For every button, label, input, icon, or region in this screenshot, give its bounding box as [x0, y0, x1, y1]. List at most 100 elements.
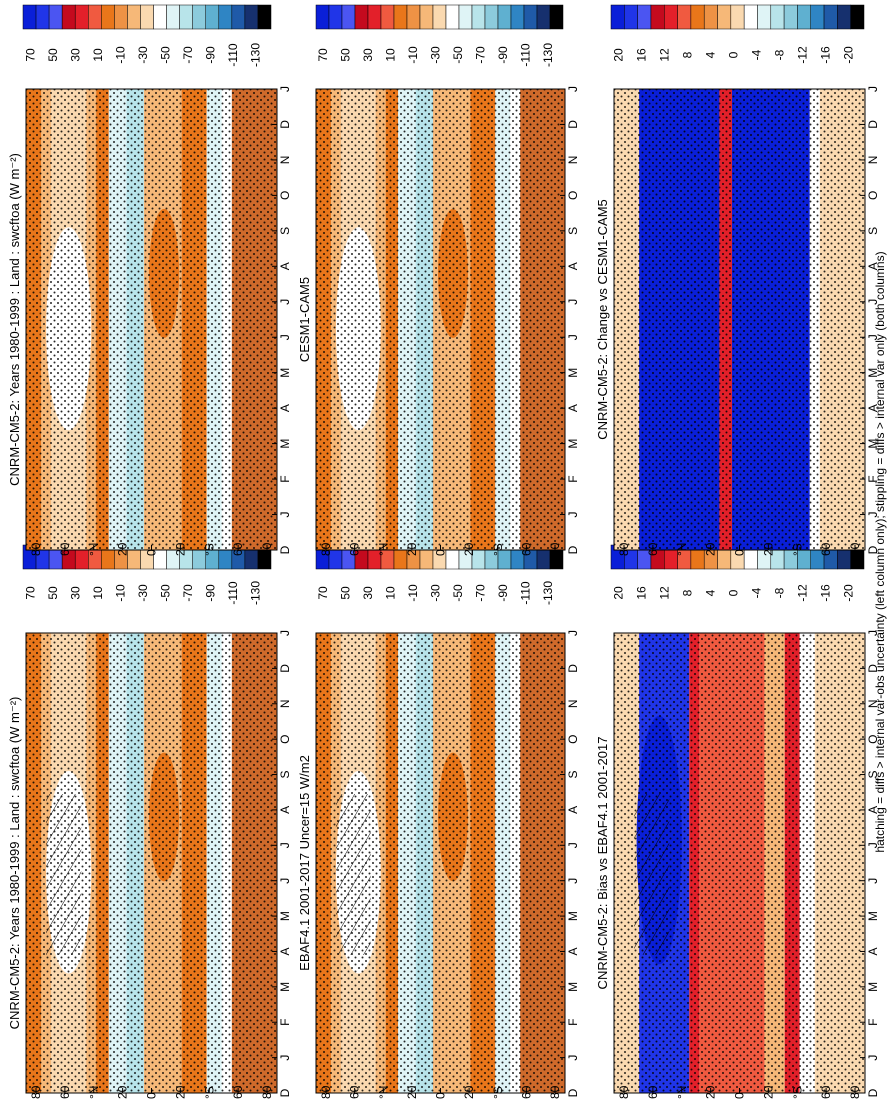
month-tick-label: F — [866, 1019, 880, 1026]
month-tick-label: O — [866, 191, 880, 200]
lat-tick-label: 80 — [848, 542, 862, 556]
colorbar-swatch — [690, 4, 705, 30]
month-tick-label: J — [278, 630, 292, 636]
month-tick-label: J — [278, 842, 292, 848]
lat-tick-label: 80 — [29, 542, 43, 556]
colorbar-label: 50 — [46, 48, 60, 62]
lat-tick-label: 80 — [260, 1085, 274, 1099]
month-tick-label: O — [566, 734, 580, 743]
month-tick-label: A — [278, 806, 292, 814]
month-tick-label: S — [566, 227, 580, 235]
lat-tick-label: 60 — [58, 1085, 72, 1099]
month-tick-label: J — [866, 86, 880, 92]
colorbar-swatch — [257, 4, 272, 30]
month-tick-label: A — [566, 404, 580, 412]
lat-tick-label: 80 — [617, 542, 631, 556]
lat-tick-label: 20 — [173, 542, 187, 556]
colorbar-swatch — [757, 4, 772, 30]
colorbar-swatch — [328, 4, 343, 30]
month-tick-label: O — [866, 734, 880, 743]
colorbar-swatch — [205, 4, 220, 30]
month-tick-label: O — [278, 191, 292, 200]
lat-tick-label: °N — [675, 1086, 689, 1099]
colorbar-label: -30 — [429, 584, 443, 602]
month-tick-label: J — [566, 512, 580, 518]
month-tick-label: S — [866, 227, 880, 235]
lat-tick-label: 0 — [145, 549, 159, 556]
month-tick-label: J — [566, 1055, 580, 1061]
colorbar-label: 70 — [316, 48, 330, 62]
colorbar-swatch — [850, 4, 865, 30]
month-tick-label: M — [278, 439, 292, 449]
colorbar-swatch — [797, 4, 811, 30]
panel-title: CNRM-CM5-2: Years 1980-1999 : Land : swc… — [7, 697, 22, 1030]
month-tick-label: F — [866, 475, 880, 482]
month-tick-label: S — [866, 771, 880, 779]
colorbar-swatch — [432, 4, 447, 30]
month-tick-label: J — [278, 86, 292, 92]
colorbar-label: 0 — [727, 589, 741, 596]
colorbar-swatch — [445, 4, 460, 30]
colorbar-label: -90 — [204, 584, 218, 602]
colorbar-swatch — [35, 4, 50, 30]
colorbar-swatch — [380, 4, 395, 30]
colorbar-swatch — [810, 4, 825, 30]
month-tick-label: F — [278, 1019, 292, 1026]
colorbar-swatch — [179, 4, 193, 30]
month-tick-label: N — [566, 156, 580, 165]
month-tick-label: M — [866, 439, 880, 449]
lat-tick-label: 20 — [116, 1085, 130, 1099]
colorbar-swatch — [497, 4, 512, 30]
lat-tick-label: 80 — [319, 1085, 333, 1099]
month-tick-label: D — [866, 664, 880, 673]
lat-tick-label: 80 — [548, 542, 562, 556]
lat-tick-label: 80 — [848, 1085, 862, 1099]
colorbar-swatch — [783, 4, 798, 30]
month-tick-label: N — [278, 699, 292, 708]
colorbar-swatch — [471, 4, 486, 30]
colorbar-label: -110 — [226, 43, 240, 66]
lat-tick-label: °N — [87, 1086, 101, 1099]
month-tick-label: F — [566, 475, 580, 482]
colorbar-label: -8 — [773, 587, 787, 598]
month-tick-label: A — [278, 262, 292, 270]
colorbar-label: 20 — [612, 48, 626, 62]
colorbar-label: 50 — [339, 48, 353, 62]
colorbar-swatch — [510, 4, 525, 30]
month-tick-label: D — [278, 545, 292, 554]
colorbar-swatch — [192, 4, 206, 30]
lat-tick-label: 20 — [761, 542, 775, 556]
colorbar-swatch — [419, 4, 434, 30]
colorbar-swatch — [22, 4, 37, 30]
panel-title: CNRM-CM5-2: Change vs CESM1-CAM5 — [595, 199, 610, 440]
lat-tick-label: 60 — [231, 1085, 245, 1099]
month-tick-label: M — [278, 982, 292, 992]
month-tick-label: J — [278, 1055, 292, 1061]
colorbar-label: 16 — [635, 48, 649, 62]
lat-tick-label: °S — [202, 1086, 216, 1099]
month-tick-label: S — [278, 771, 292, 779]
month-tick-label: J — [866, 842, 880, 848]
colorbar-label: -20 — [842, 584, 856, 602]
month-tick-label: D — [866, 545, 880, 554]
lat-tick-label: °S — [202, 543, 216, 556]
lat-tick-label: 20 — [405, 542, 419, 556]
colorbar-label: -50 — [159, 584, 173, 602]
colorbar-label: 70 — [23, 48, 37, 62]
colorbar-swatch — [218, 4, 233, 30]
colorbar-label: -16 — [819, 584, 833, 602]
colorbar-swatch — [677, 4, 692, 30]
colorbar-label: 70 — [316, 586, 330, 600]
lat-tick-label: °S — [491, 1086, 505, 1099]
colorbar-label: 10 — [91, 586, 105, 600]
colorbar-swatch — [549, 4, 564, 30]
colorbar-label: 30 — [68, 48, 82, 62]
lat-tick-label: 20 — [173, 1085, 187, 1099]
colorbar-label: 20 — [612, 586, 626, 600]
colorbar-swatch — [624, 4, 638, 30]
lat-tick-label: 20 — [116, 542, 130, 556]
colorbar-label: -10 — [113, 46, 127, 64]
colorbar-swatch — [650, 4, 665, 30]
hatching-overlay — [46, 794, 82, 955]
